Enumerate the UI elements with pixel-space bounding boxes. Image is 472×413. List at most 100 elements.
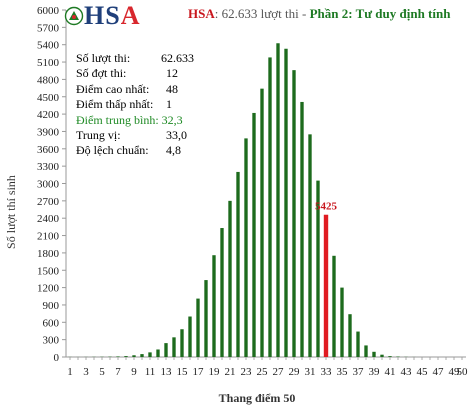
bar (380, 354, 384, 357)
y-tick-label: 2700 (37, 196, 60, 208)
stat-value: 33,0 (166, 128, 187, 142)
stat-value: 1 (166, 97, 172, 112)
header-sep2: - (298, 6, 310, 21)
stat-row: Số đợt thi: 12 (76, 66, 216, 81)
stat-value: 62.633 (161, 51, 194, 65)
x-tick-label: 17 (193, 366, 205, 378)
y-tick-label: 5400 (37, 40, 60, 52)
bar (268, 57, 272, 357)
stat-row: Độ lệch chuẩn: 4,8 (76, 143, 216, 158)
bar (172, 337, 176, 357)
logo-letter-a: A (120, 1, 141, 30)
x-tick-label: 47 (433, 366, 445, 378)
x-tick-label: 29 (289, 366, 301, 378)
x-tick-label: 27 (273, 366, 285, 378)
hsa-logo: HSA (64, 1, 139, 34)
y-tick-label: 1800 (37, 248, 60, 260)
x-tick-label: 7 (115, 366, 121, 378)
bar (156, 349, 160, 357)
y-tick-label: 4800 (37, 74, 60, 86)
stat-row: Điểm trung bình: 32,3 (76, 113, 216, 128)
y-tick-label: 300 (43, 335, 60, 347)
bar (212, 255, 216, 357)
bar (180, 329, 184, 357)
x-tick-label: 5 (99, 366, 105, 378)
header-brand: HSA (188, 6, 215, 21)
y-tick-label: 2400 (37, 213, 60, 225)
bar (308, 134, 312, 357)
stat-value: 12 (166, 66, 178, 81)
x-tick-label: 35 (337, 366, 349, 378)
bar (252, 112, 256, 358)
stat-row: Điểm thấp nhất: 1 (76, 97, 216, 112)
bar (188, 316, 192, 357)
x-tick-label: 21 (225, 366, 236, 378)
stat-label: Điểm trung bình: 32,3 (76, 112, 183, 127)
x-tick-label: 31 (305, 366, 316, 378)
bar (364, 345, 368, 357)
stat-label: Độ lệch chuẩn: (76, 143, 149, 158)
stat-label: Số lượt thi: (76, 51, 131, 65)
x-tick-label: 9 (131, 366, 137, 378)
x-tick-label: 43 (401, 366, 413, 378)
y-tick-label: 5100 (37, 57, 60, 69)
x-tick-label: 19 (209, 366, 221, 378)
bar (228, 200, 232, 357)
y-tick-label: 0 (54, 352, 60, 364)
stat-row: Trung vị: 33,0 (76, 128, 216, 143)
logo-letter-s: S (105, 1, 121, 30)
y-tick-label: 4500 (37, 92, 60, 104)
x-tick-label: 50 (457, 366, 469, 378)
stat-value: 4,8 (166, 143, 181, 158)
chart-header: HSA: 62.633 lượt thi - Phần 2: Tư duy đị… (188, 6, 450, 22)
x-tick-label: 3 (83, 366, 89, 378)
bar (292, 70, 296, 357)
bar (164, 343, 168, 357)
bar (132, 355, 136, 357)
bar (276, 43, 280, 358)
x-tick-label: 45 (417, 366, 429, 378)
header-part: Phần 2: Tư duy định tính (309, 6, 451, 21)
bar (388, 356, 392, 357)
plot-area: 0300600900120015001800210024002700300033… (37, 5, 468, 378)
x-tick-label: 49 (449, 366, 461, 378)
x-tick-label: 11 (145, 366, 156, 378)
stat-value: 48 (166, 81, 178, 96)
x-tick-label: 39 (369, 366, 381, 378)
bar (236, 171, 240, 357)
bar (260, 88, 264, 358)
bar (332, 255, 336, 357)
x-tick-label: 25 (257, 366, 269, 378)
y-tick-label: 2100 (37, 231, 60, 243)
y-tick-label: 5700 (37, 22, 60, 34)
y-tick-label: 1500 (37, 265, 60, 277)
bar (116, 356, 120, 357)
stat-label: Số đợt thi: (76, 66, 127, 81)
bar (300, 101, 304, 357)
bar (204, 280, 208, 357)
x-tick-label: 1 (67, 366, 73, 378)
y-tick-label: 3900 (37, 126, 60, 138)
bar (244, 138, 248, 357)
stat-row: Điểm cao nhất: 48 (76, 82, 216, 97)
x-tick-label: 41 (385, 366, 396, 378)
x-tick-label: 33 (321, 366, 333, 378)
peak-value-label: 5425 (315, 201, 338, 213)
y-tick-label: 600 (43, 317, 60, 329)
x-tick-label: 13 (161, 366, 173, 378)
stat-label: Điểm cao nhất: (76, 81, 150, 96)
bar (340, 287, 344, 357)
y-tick-label: 3300 (37, 161, 60, 173)
logo-letter-h: H (84, 1, 106, 30)
y-tick-label: 6000 (37, 5, 60, 17)
y-tick-label: 3000 (37, 179, 60, 191)
stat-row: Số lượt thi: 62.633 (76, 51, 216, 66)
x-tick-label: 23 (241, 366, 253, 378)
x-axis-title: Thang điểm 50 (219, 391, 296, 405)
hsa-emblem-icon (64, 6, 84, 26)
bar (196, 298, 200, 357)
bar (356, 331, 360, 357)
bar (372, 351, 376, 357)
x-tick-label: 37 (353, 366, 365, 378)
